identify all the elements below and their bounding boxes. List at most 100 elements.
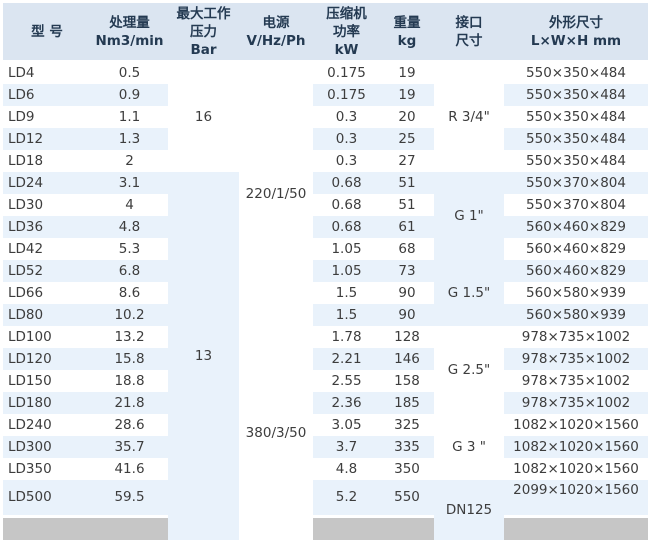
cell-dimensions: 978×735×1002 (504, 348, 648, 370)
column-header-capacity-line: Nm3/min (91, 32, 168, 50)
cell-model: LD52 (3, 260, 91, 282)
cell-weight: 350 (380, 458, 434, 480)
cell-dimensions: 550×350×484 (504, 61, 648, 84)
column-header-port: 接口尺寸 (434, 3, 504, 61)
cell-motor-power: 1.5 (313, 282, 380, 304)
cell-motor-power: 0.3 (313, 150, 380, 172)
cell-weight: 27 (380, 150, 434, 172)
footer-row (3, 517, 648, 540)
cell-capacity: 2 (91, 150, 168, 172)
cell-capacity: 15.8 (91, 348, 168, 370)
cell-motor-power: 0.3 (313, 128, 380, 150)
cell-motor-power: 1.5 (313, 304, 380, 326)
cell-dimensions: 550×370×804 (504, 172, 648, 194)
cell-capacity: 4.8 (91, 216, 168, 238)
footer-cell-middle (313, 517, 434, 540)
cell-capacity: 21.8 (91, 392, 168, 414)
cell-model: LD18 (3, 150, 91, 172)
cell-port-size: G 3 " (434, 414, 504, 480)
cell-motor-power: 1.78 (313, 326, 380, 348)
cell-weight: 158 (380, 370, 434, 392)
cell-model: LD240 (3, 414, 91, 436)
cell-capacity: 8.6 (91, 282, 168, 304)
column-header-motor-line: 压缩机 (313, 5, 380, 23)
cell-model: LD150 (3, 370, 91, 392)
column-header-pressure-line: 压力 (168, 23, 239, 41)
column-header-pressure-line: 最大工作 (168, 5, 239, 23)
cell-motor-power: 4.8 (313, 458, 380, 480)
cell-motor-power: 0.68 (313, 172, 380, 194)
cell-dimensions: 978×735×1002 (504, 370, 648, 392)
cell-weight: 90 (380, 282, 434, 304)
cell-dimensions: 560×580×939 (504, 282, 648, 304)
cell-dimensions: 550×350×484 (504, 84, 648, 106)
cell-weight: 68 (380, 238, 434, 260)
cell-port-size: G 1" (434, 172, 504, 260)
cell-motor-power: 2.21 (313, 348, 380, 370)
cell-model: LD300 (3, 436, 91, 458)
footer-cell-left (3, 517, 168, 540)
cell-port-size: DN125 (434, 480, 504, 540)
cell-weight: 335 (380, 436, 434, 458)
column-header-weight-line: 重量 (380, 14, 434, 32)
cell-weight: 128 (380, 326, 434, 348)
cell-model: LD500 (3, 480, 91, 517)
cell-dimensions: 1082×1020×1560 (504, 436, 648, 458)
cell-capacity: 5.3 (91, 238, 168, 260)
cell-weight: 51 (380, 194, 434, 216)
column-header-pressure-line: Bar (168, 41, 239, 59)
cell-weight: 90 (380, 304, 434, 326)
column-header-port-line: 接口 (434, 14, 504, 32)
cell-dimensions: 1082×1020×1560 (504, 458, 648, 480)
cell-dimensions: 560×460×829 (504, 238, 648, 260)
cell-capacity: 59.5 (91, 480, 168, 517)
cell-dimensions: 560×580×939 (504, 304, 648, 326)
cell-weight: 20 (380, 106, 434, 128)
cell-motor-power: 0.68 (313, 216, 380, 238)
cell-capacity: 1.3 (91, 128, 168, 150)
cell-dimensions: 550×350×484 (504, 106, 648, 128)
cell-model: LD350 (3, 458, 91, 480)
column-header-power-line: 电源 (239, 14, 313, 32)
cell-dimensions: 978×735×1002 (504, 392, 648, 414)
column-header-model-line: 型 号 (3, 23, 91, 41)
cell-port-size: G 2.5" (434, 326, 504, 414)
cell-weight: 51 (380, 172, 434, 194)
cell-model: LD100 (3, 326, 91, 348)
cell-dimensions: 550×370×804 (504, 194, 648, 216)
cell-power: 380/3/50 (239, 326, 313, 540)
cell-motor-power: 1.05 (313, 238, 380, 260)
cell-motor-power: 2.55 (313, 370, 380, 392)
cell-model: LD6 (3, 84, 91, 106)
cell-capacity: 6.8 (91, 260, 168, 282)
cell-model: LD80 (3, 304, 91, 326)
cell-model: LD24 (3, 172, 91, 194)
cell-port-size: R 3/4" (434, 61, 504, 172)
cell-power: 220/1/50 (239, 61, 313, 326)
cell-motor-power: 3.05 (313, 414, 380, 436)
cell-dimensions: 560×460×829 (504, 260, 648, 282)
cell-motor-power: 0.68 (313, 194, 380, 216)
cell-model: LD120 (3, 348, 91, 370)
cell-capacity: 10.2 (91, 304, 168, 326)
cell-model: LD12 (3, 128, 91, 150)
cell-weight: 185 (380, 392, 434, 414)
